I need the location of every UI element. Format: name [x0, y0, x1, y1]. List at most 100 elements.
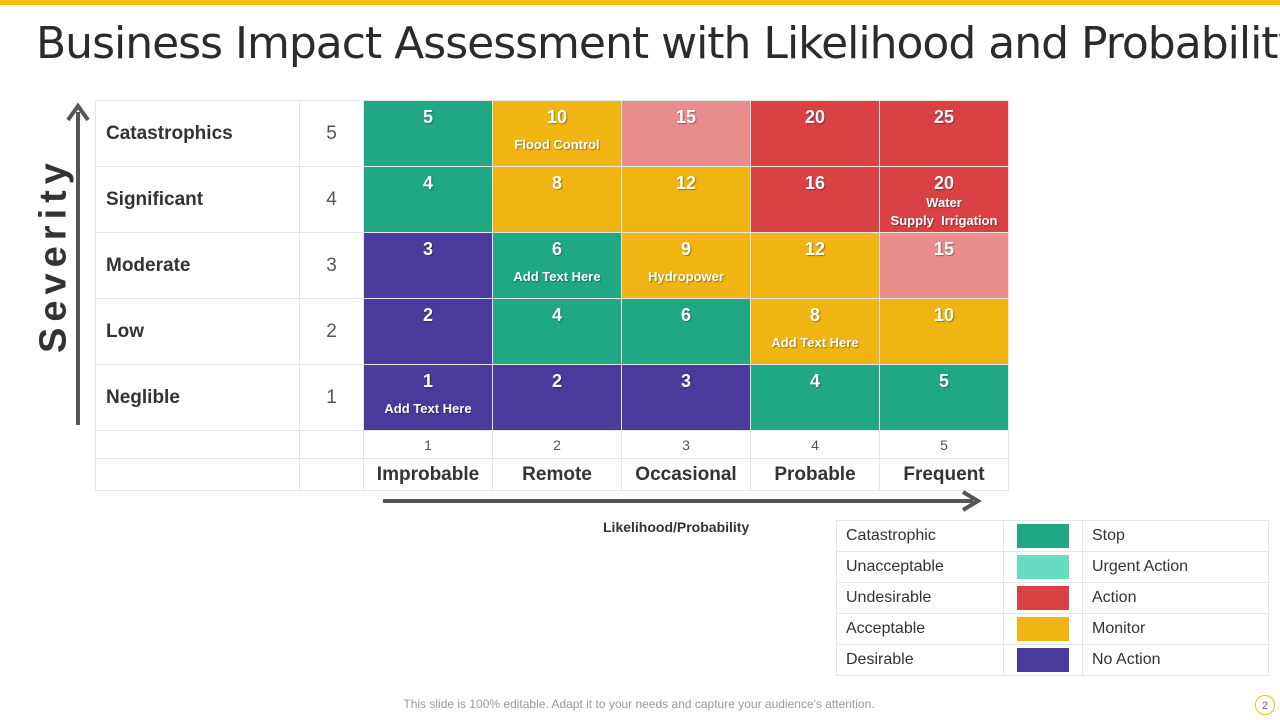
legend-action: Action: [1082, 582, 1269, 614]
legend-row: Unacceptable Urgent Action: [836, 551, 1269, 583]
matrix-cell: 6: [621, 298, 751, 365]
cell-score: 6: [551, 239, 562, 259]
matrix-cell: 15: [621, 100, 751, 167]
likelihood-name: Improbable: [363, 458, 493, 491]
legend-action: No Action: [1082, 644, 1269, 676]
likelihood-value: 1: [363, 430, 493, 459]
risk-matrix: Catastrophics 5 5 10 Flood Control 15 20 …: [95, 100, 1009, 491]
likelihood-axis-label: Likelihood/Probability: [603, 519, 750, 535]
matrix-row: Moderate 3 3 6 Add Text Here 9 Hydropower …: [95, 232, 1009, 299]
legend-row: Desirable No Action: [836, 644, 1269, 676]
likelihood-value: 5: [879, 430, 1009, 459]
severity-name: Neglible: [95, 364, 300, 431]
cell-score: 2: [551, 371, 562, 391]
severity-axis-arrow: [66, 102, 90, 425]
cell-score: 4: [422, 173, 433, 193]
cell-score: 10: [546, 107, 568, 127]
likelihood-name: Occasional: [621, 458, 751, 491]
cell-score: 1: [422, 371, 433, 391]
severity-name: Low: [95, 298, 300, 365]
legend-category: Acceptable: [836, 613, 1004, 645]
cell-score: 5: [422, 107, 433, 127]
cell-score: 12: [675, 173, 697, 193]
cell-text: Add Text Here: [771, 335, 859, 350]
likelihood-name: Frequent: [879, 458, 1009, 491]
matrix-cell: 16: [750, 166, 880, 233]
matrix-cell: 1 Add Text Here: [363, 364, 493, 431]
matrix-row: Low 2 2 4 6 8 Add Text Here 10: [95, 298, 1009, 365]
matrix-cell: 6 Add Text Here: [492, 232, 622, 299]
matrix-cell: 8 Add Text Here: [750, 298, 880, 365]
matrix-cell: 25: [879, 100, 1009, 167]
legend-row: Catastrophic Stop: [836, 520, 1269, 552]
matrix-cell: 4: [492, 298, 622, 365]
cell-score: 8: [551, 173, 562, 193]
legend-swatch: [1017, 586, 1069, 610]
legend-swatch: [1017, 617, 1069, 641]
legend-category: Unacceptable: [836, 551, 1004, 583]
legend-row: Acceptable Monitor: [836, 613, 1269, 645]
legend-row: Undesirable Action: [836, 582, 1269, 614]
cell-score: 16: [804, 173, 826, 193]
severity-name: Moderate: [95, 232, 300, 299]
legend-swatch: [1017, 555, 1069, 579]
severity-value: 4: [299, 166, 364, 233]
top-accent-bar: [0, 0, 1280, 5]
matrix-cell: 15: [879, 232, 1009, 299]
legend-swatch: [1017, 648, 1069, 672]
cell-text: Add Text Here: [384, 401, 472, 416]
cell-score: 4: [551, 305, 562, 325]
matrix-cell: 20: [750, 100, 880, 167]
matrix-cell: 5: [363, 100, 493, 167]
legend-swatch: [1017, 524, 1069, 548]
cell-score: 5: [938, 371, 949, 391]
cell-score: 12: [804, 239, 826, 259]
legend-category: Catastrophic: [836, 520, 1004, 552]
cell-score: 25: [933, 107, 955, 127]
cell-score: 20: [933, 173, 955, 193]
matrix-row: Significant 4 4 8 12 16 20 Water Supply I…: [95, 166, 1009, 233]
cell-score: 2: [422, 305, 433, 325]
footer-note: This slide is 100% editable. Adapt it to…: [403, 697, 875, 711]
matrix-cell: 9 Hydropower: [621, 232, 751, 299]
legend-action: Urgent Action: [1082, 551, 1269, 583]
cell-score: 20: [804, 107, 826, 127]
cell-score: 4: [809, 371, 820, 391]
matrix-cell: 8: [492, 166, 622, 233]
severity-value: 1: [299, 364, 364, 431]
severity-value: 3: [299, 232, 364, 299]
matrix-cell: 3: [363, 232, 493, 299]
cell-score: 15: [675, 107, 697, 127]
likelihood-value: 2: [492, 430, 622, 459]
cell-score: 8: [809, 305, 820, 325]
legend-action: Stop: [1082, 520, 1269, 552]
matrix-cell: 3: [621, 364, 751, 431]
cell-score: 3: [422, 239, 433, 259]
matrix-cell: 4: [750, 364, 880, 431]
severity-value: 2: [299, 298, 364, 365]
legend-category: Desirable: [836, 644, 1004, 676]
cell-text: Hydropower: [648, 269, 724, 284]
cell-text: Flood Control: [514, 137, 600, 152]
likelihood-name: Remote: [492, 458, 622, 491]
matrix-cell: 12: [621, 166, 751, 233]
legend-category: Undesirable: [836, 582, 1004, 614]
likelihood-value: 4: [750, 430, 880, 459]
cell-text: Water Supply Irrigation: [890, 195, 998, 228]
likelihood-axis-arrow: [383, 490, 982, 512]
likelihood-number-row: 1 2 3 4 5: [95, 430, 1009, 459]
severity-axis-label: Severity: [32, 157, 75, 353]
cell-text: Add Text Here: [513, 269, 601, 284]
cell-score: 3: [680, 371, 691, 391]
severity-name: Significant: [95, 166, 300, 233]
cell-score: 15: [933, 239, 955, 259]
severity-value: 5: [299, 100, 364, 167]
matrix-row: Neglible 1 1 Add Text Here 2 3 4 5: [95, 364, 1009, 431]
page-number: 2: [1255, 695, 1275, 715]
matrix-cell: 4: [363, 166, 493, 233]
matrix-cell: 2: [363, 298, 493, 365]
likelihood-value: 3: [621, 430, 751, 459]
legend-action: Monitor: [1082, 613, 1269, 645]
cell-score: 9: [680, 239, 691, 259]
matrix-cell: 20 Water Supply Irrigation: [879, 166, 1009, 233]
